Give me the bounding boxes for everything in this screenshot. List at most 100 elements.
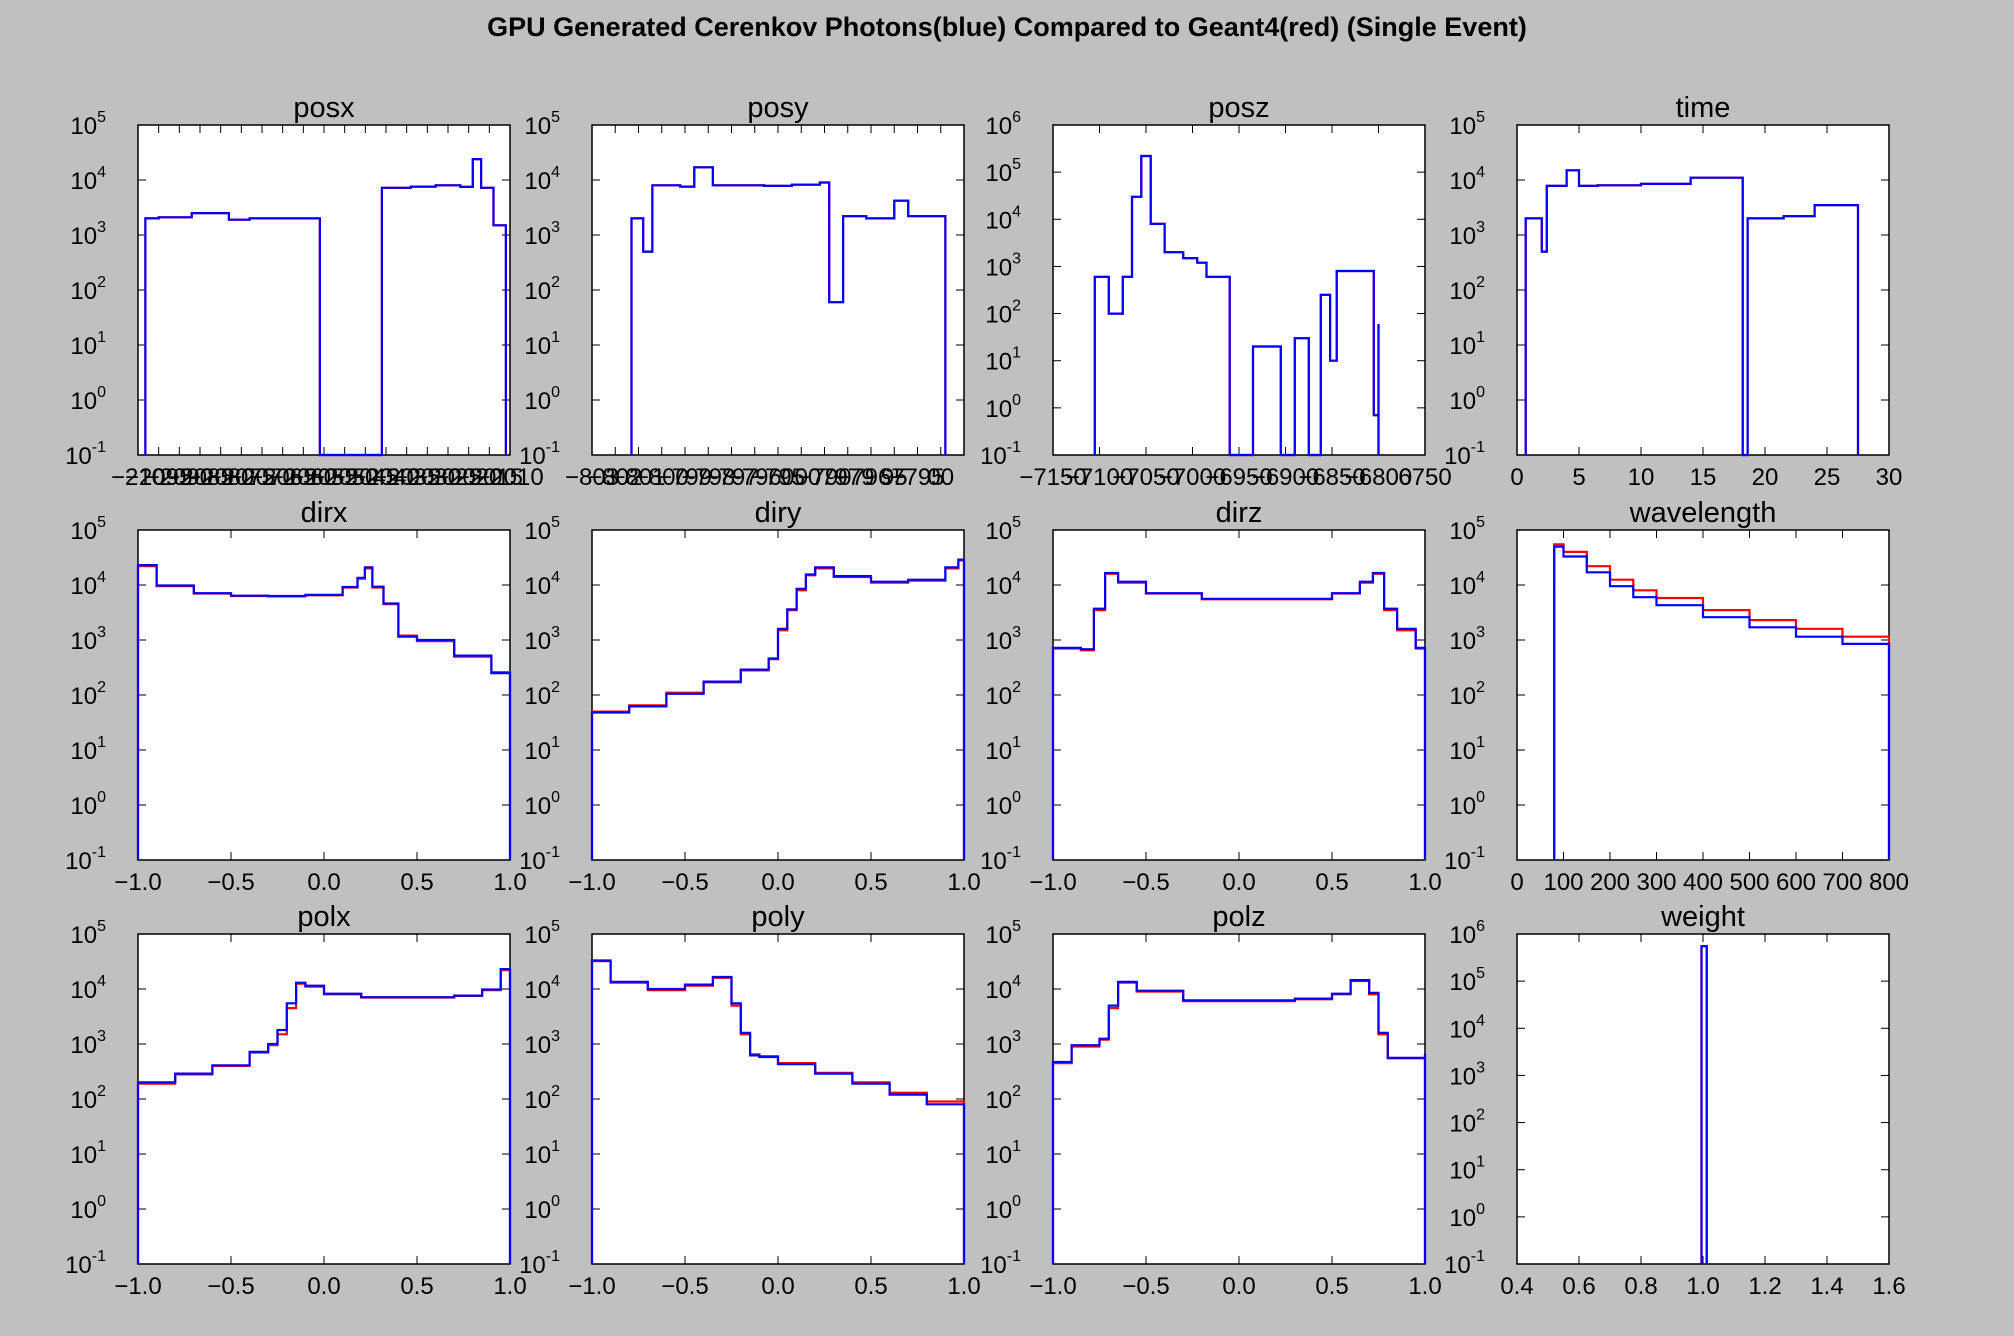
y-tick-label: 101 [1449, 734, 1485, 765]
y-tick-exponent: 0 [551, 384, 560, 401]
series-gpu [144, 158, 507, 457]
x-tick-label: −2040 [352, 464, 419, 491]
axes-frame [1052, 933, 1426, 1265]
y-tick-label: 102 [1449, 1107, 1485, 1138]
y-tick-exponent: 3 [97, 219, 106, 236]
y-tick-base: 10 [985, 1032, 1012, 1059]
y-tick-base: 10 [524, 977, 551, 1004]
y-tick-exponent: 2 [551, 679, 560, 696]
y-tick-base: 10 [524, 738, 551, 765]
x-tick-label: −801 [611, 464, 665, 491]
x-tick-label: −7100 [1066, 464, 1133, 491]
y-tick-base: 10 [1449, 1063, 1476, 1090]
y-tick-exponent: 2 [1012, 1083, 1021, 1100]
panel-title: posx [293, 92, 355, 124]
x-tick-label: 1.0 [1686, 1273, 1719, 1300]
y-tick-exponent: 0 [551, 789, 560, 806]
y-tick-label: 102 [524, 1083, 560, 1114]
y-tick-base: 10 [524, 1087, 551, 1114]
x-tick-label: 1.6 [1872, 1273, 1905, 1300]
y-tick-exponent: -1 [546, 439, 560, 456]
series-gpu [590, 558, 966, 860]
y-tick-base: 10 [985, 683, 1012, 710]
x-tick-label: −799 [658, 464, 712, 491]
x-tick-label: 1.2 [1748, 1273, 1781, 1300]
x-tick-label: −2070 [228, 464, 295, 491]
x-tick-label: 0.5 [1315, 869, 1348, 896]
y-tick-exponent: 3 [551, 624, 560, 641]
panel-title: diry [755, 497, 802, 529]
x-tick-label: −2080 [187, 464, 254, 491]
panel-title: poly [751, 901, 805, 933]
y-tick-base: 10 [524, 278, 551, 305]
y-tick-exponent: -1 [1007, 439, 1021, 456]
y-tick-label: 10-1 [980, 1248, 1021, 1279]
x-tick-label: 1.4 [1810, 1273, 1843, 1300]
y-tick-label: 105 [524, 514, 560, 545]
y-tick-label: 104 [524, 164, 560, 195]
y-tick-exponent: 1 [97, 1138, 106, 1155]
y-tick-label: 103 [524, 1028, 560, 1059]
x-tick-label: −2035 [373, 464, 440, 491]
x-tick-label: 0 [1510, 464, 1523, 491]
x-tick-label: 0.0 [1222, 1273, 1255, 1300]
y-tick-label: 104 [985, 973, 1021, 1004]
x-tick-label: 500 [1729, 869, 1769, 896]
y-tick-label: 102 [1449, 679, 1485, 710]
y-tick-label: 10-1 [65, 844, 106, 875]
x-tick-label: 1.0 [1408, 1273, 1441, 1300]
y-tick-base: 10 [70, 683, 97, 710]
x-tick-label: 0.5 [400, 869, 433, 896]
y-tick-label: 105 [524, 918, 560, 949]
series-gpu [1524, 169, 1860, 457]
y-tick-base: 10 [524, 683, 551, 710]
y-tick-base: 10 [70, 278, 97, 305]
y-tick-label: 101 [524, 329, 560, 360]
y-tick-label: 101 [70, 734, 106, 765]
y-tick-base: 10 [1449, 1016, 1476, 1043]
y-tick-exponent: -1 [1471, 439, 1485, 456]
y-tick-exponent: 4 [1012, 973, 1021, 990]
y-tick-exponent: 5 [551, 918, 560, 935]
y-tick-label: 103 [524, 624, 560, 655]
y-tick-exponent: 2 [97, 1083, 106, 1100]
y-tick-exponent: 4 [551, 569, 560, 586]
y-tick-base: 10 [70, 333, 97, 360]
x-tick-label: 0.5 [854, 869, 887, 896]
y-tick-exponent: -1 [1007, 1248, 1021, 1265]
y-tick-label: 103 [1449, 624, 1485, 655]
x-tick-label: 100 [1543, 869, 1583, 896]
y-tick-base: 10 [985, 1087, 1012, 1114]
y-tick-exponent: 2 [97, 274, 106, 291]
x-tick-label: −1.0 [1029, 1273, 1076, 1300]
y-tick-exponent: 4 [551, 164, 560, 181]
x-tick-label: 1.0 [947, 869, 980, 896]
y-tick-base: 10 [70, 1087, 97, 1114]
y-tick-base: 10 [524, 573, 551, 600]
y-tick-base: 10 [1449, 168, 1476, 195]
y-tick-label: 101 [985, 345, 1021, 376]
axes-frame [1516, 933, 1890, 1265]
y-tick-exponent: 4 [551, 973, 560, 990]
y-tick-exponent: 5 [1476, 109, 1485, 126]
series-gpu [630, 166, 947, 455]
x-tick-label: 0.0 [761, 869, 794, 896]
x-tick-label: 00 [927, 464, 954, 491]
y-tick-exponent: 2 [1476, 274, 1485, 291]
y-tick-label: 100 [524, 789, 560, 820]
x-tick-label: −2075 [208, 464, 275, 491]
panel-title: time [1676, 92, 1731, 124]
x-tick-label: 15 [1690, 464, 1717, 491]
y-tick-base: 10 [985, 302, 1012, 329]
y-tick-base: 10 [985, 1142, 1012, 1169]
axes-frame [591, 124, 965, 456]
y-tick-exponent: 3 [1476, 1059, 1485, 1076]
y-tick-base: 10 [1444, 1252, 1471, 1279]
axes-frame [1052, 124, 1426, 456]
x-tick-label: −2055 [290, 464, 357, 491]
x-tick-label: 0.0 [307, 869, 340, 896]
y-tick-exponent: -1 [546, 1248, 560, 1265]
x-tick-label: −1.0 [1029, 869, 1076, 896]
y-tick-base: 10 [70, 168, 97, 195]
